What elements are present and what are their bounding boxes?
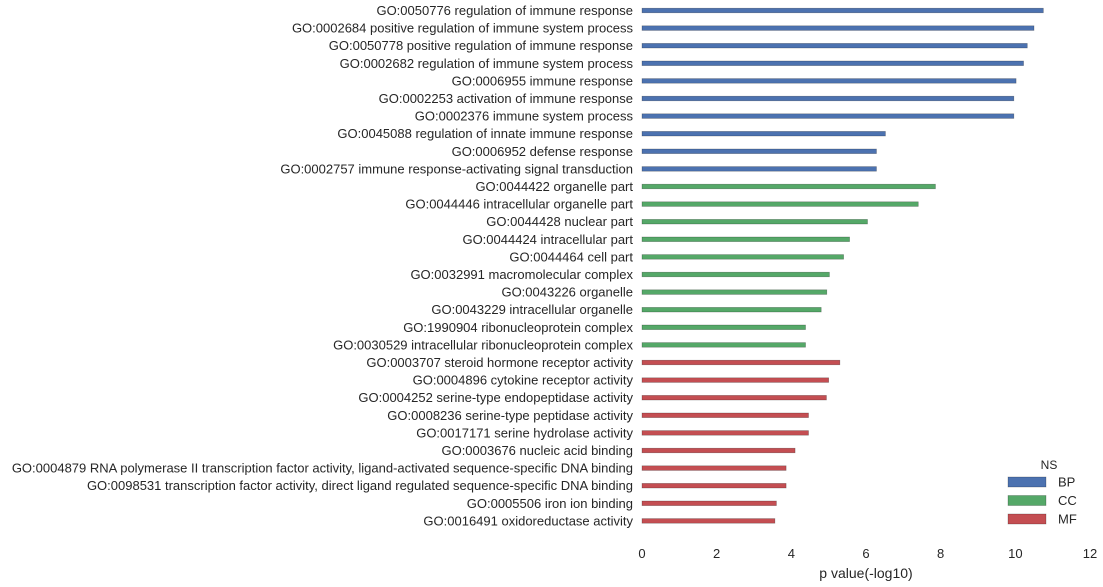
bar-cc — [641, 307, 822, 313]
category-label: GO:0008236 serine-type peptidase activit… — [387, 408, 633, 423]
category-label: GO:0044446 intracellular organelle part — [405, 197, 633, 212]
x-tick-label: 0 — [638, 546, 645, 561]
legend-swatch-mf — [1007, 513, 1047, 525]
bar-cc — [641, 289, 828, 295]
category-label: GO:0043229 intracellular organelle — [431, 302, 633, 317]
bar-mf — [641, 395, 827, 401]
category-label: GO:1990904 ribonucleoprotein complex — [403, 320, 633, 335]
bar-mf — [641, 518, 776, 524]
legend-label-cc: CC — [1058, 493, 1077, 508]
category-label: GO:0017171 serine hydrolase activity — [416, 425, 633, 440]
bar-cc — [641, 254, 844, 260]
category-label: GO:0002253 activation of immune response — [379, 91, 633, 106]
bar-cc — [641, 271, 830, 278]
category-label: GO:0044464 cell part — [509, 249, 633, 264]
bar-bp — [641, 148, 877, 154]
category-label: GO:0006955 immune response — [452, 73, 633, 88]
category-label: GO:0050778 positive regulation of immune… — [329, 38, 633, 53]
x-axis-ticks: 0 2 4 6 8 10 12 — [638, 546, 1097, 561]
x-tick-label: 12 — [1083, 546, 1097, 561]
category-label: GO:0004879 RNA polymerase II transcripti… — [12, 461, 633, 476]
category-label: GO:0045088 regulation of innate immune r… — [337, 126, 633, 141]
bar-mf — [641, 430, 809, 436]
bar-bp — [641, 60, 1024, 66]
bar-mf — [641, 500, 777, 506]
category-labels: GO:0050776 regulation of immune response… — [12, 3, 634, 528]
category-label: GO:0044422 organelle part — [475, 179, 633, 194]
legend: NS BP CC MF — [1007, 458, 1077, 527]
bar-cc — [641, 183, 936, 190]
bar-mf — [641, 359, 841, 366]
category-label: GO:0002684 positive regulation of immune… — [292, 21, 634, 36]
x-tick-label: 8 — [937, 546, 944, 561]
category-label: GO:0003707 steroid hormone receptor acti… — [366, 355, 633, 370]
category-label: GO:0004896 cytokine receptor activity — [413, 373, 634, 388]
category-label: GO:0044424 intracellular part — [462, 232, 633, 247]
bar-cc — [641, 236, 850, 242]
bar-bp — [641, 113, 1015, 119]
bar-bp — [641, 131, 886, 137]
bar-cc — [641, 201, 919, 207]
category-label: GO:0098531 transcription factor activity… — [87, 478, 633, 493]
category-label: GO:0043226 organelle — [501, 285, 633, 300]
bar-mf — [641, 447, 796, 454]
legend-swatch-bp — [1007, 476, 1047, 488]
category-label: GO:0016491 oxidoreductase activity — [423, 513, 633, 528]
bar-bp — [641, 25, 1035, 31]
bar-bp — [641, 7, 1044, 14]
category-label: GO:0002376 immune system process — [415, 109, 634, 124]
bars — [641, 7, 1044, 524]
x-axis-label: p value(-log10) — [819, 565, 912, 581]
bar-cc — [641, 342, 806, 348]
bar-mf — [641, 412, 809, 418]
bar-mf — [641, 465, 787, 471]
category-label: GO:0032991 macromolecular complex — [410, 267, 633, 282]
bar-bp — [641, 78, 1017, 84]
bar-bp — [641, 95, 1015, 102]
category-label: GO:0044428 nuclear part — [486, 214, 633, 229]
bar-bp — [641, 166, 877, 172]
bar-bp — [641, 43, 1028, 49]
legend-swatch-cc — [1007, 495, 1047, 506]
x-tick-label: 4 — [788, 546, 795, 561]
x-tick-label: 6 — [862, 546, 869, 561]
legend-label-mf: MF — [1058, 512, 1077, 527]
category-label: GO:0006952 defense response — [452, 144, 633, 159]
bar-cc — [641, 219, 868, 225]
bar-mf — [641, 377, 829, 383]
legend-label-bp: BP — [1058, 475, 1075, 490]
category-label: GO:0004252 serine-type endopeptidase act… — [358, 390, 633, 405]
category-label: GO:0050776 regulation of immune response — [376, 3, 633, 18]
category-label: GO:0005506 iron ion binding — [467, 496, 633, 511]
category-label: GO:0002682 regulation of immune system p… — [340, 56, 634, 71]
x-tick-label: 10 — [1008, 546, 1022, 561]
category-label: GO:0003676 nucleic acid binding — [441, 443, 633, 458]
legend-entries: BP CC MF — [1007, 475, 1077, 527]
bar-cc — [641, 324, 806, 330]
category-label: GO:0002757 immune response-activating si… — [280, 161, 633, 176]
x-tick-label: 2 — [713, 546, 720, 561]
bar-mf — [641, 483, 787, 489]
category-label: GO:0030529 intracellular ribonucleoprote… — [333, 337, 633, 352]
legend-title: NS — [1041, 458, 1058, 472]
